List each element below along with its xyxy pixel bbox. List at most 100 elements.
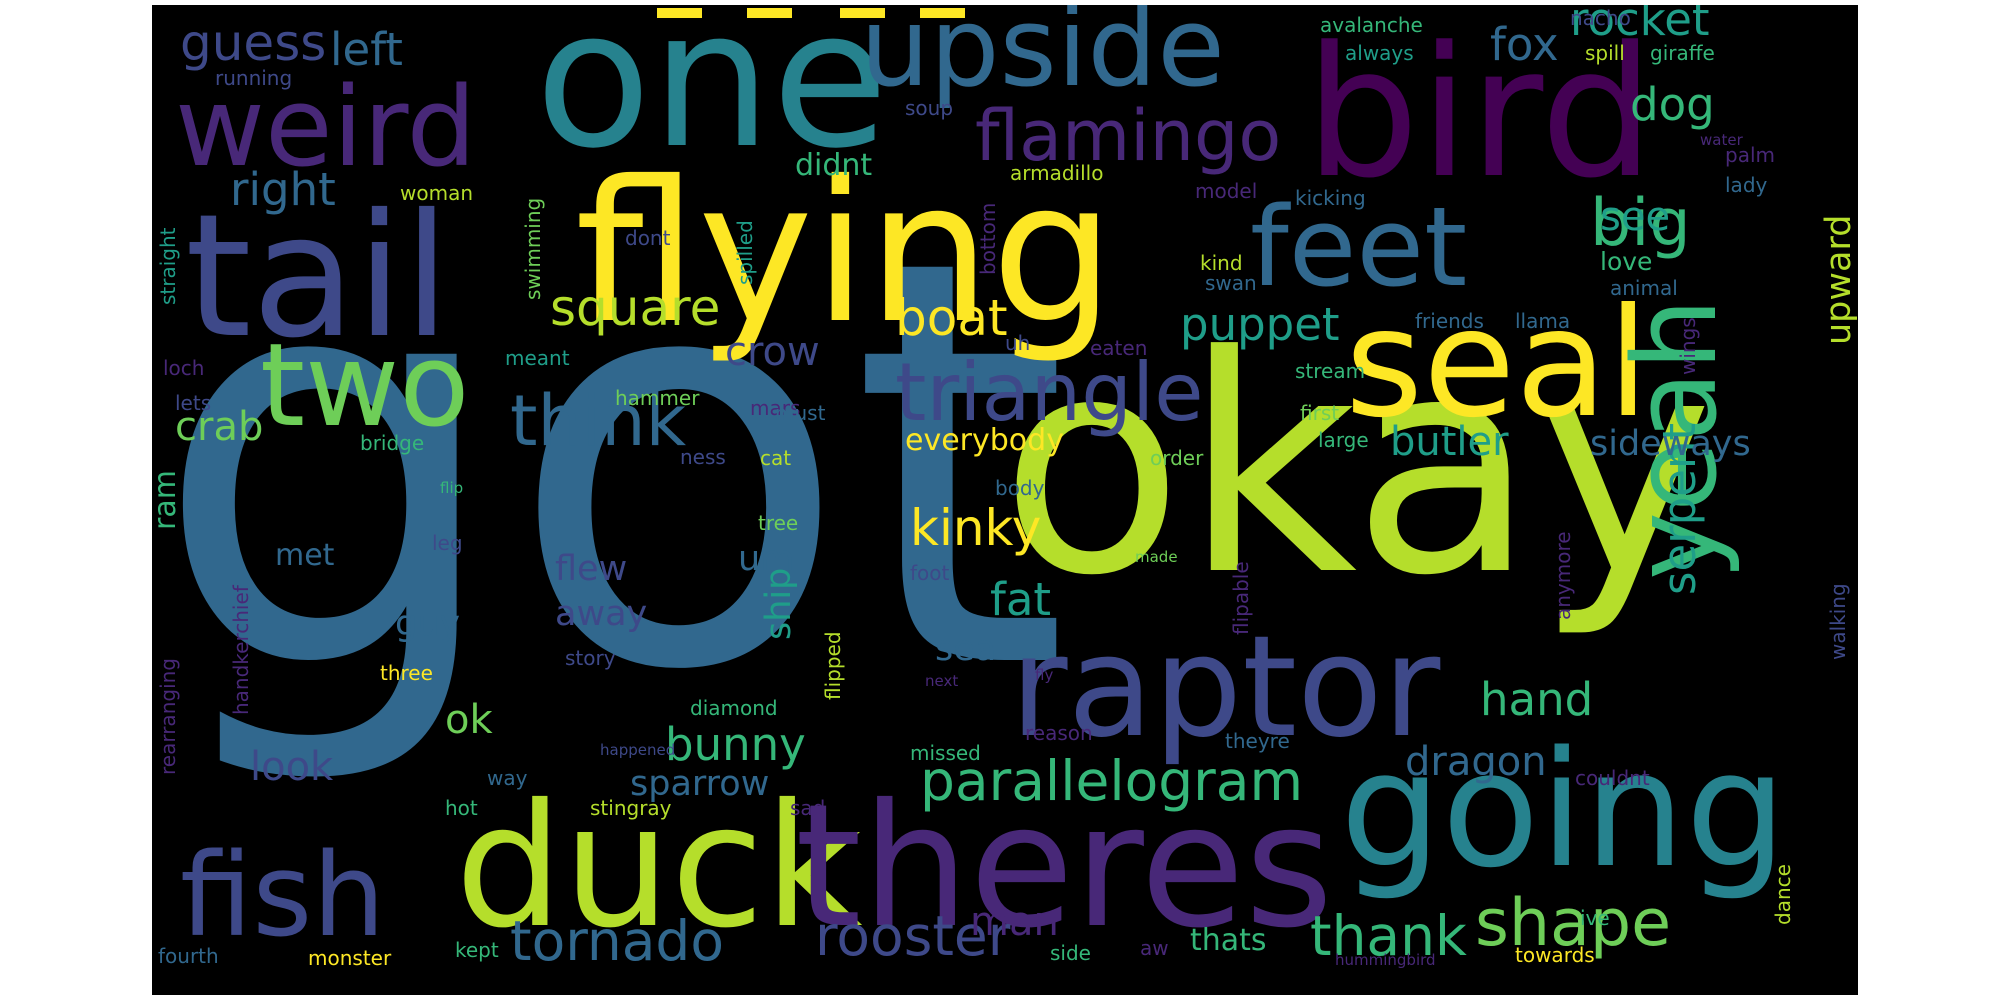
word-kinky: kinky: [910, 499, 1041, 557]
word-side: side: [1050, 941, 1091, 965]
word-rocket: rocket: [1570, 5, 1710, 46]
word-giraffe: giraffe: [1650, 41, 1715, 65]
word-first: first: [1300, 401, 1339, 425]
word-sea: sea: [935, 629, 996, 669]
word-rearranging: rearranging: [156, 658, 180, 775]
word-going: going: [1340, 716, 1787, 903]
word-flipable: flipable: [1229, 561, 1253, 635]
word-cloud: got okay one bird flying tail duck theres going s…: [152, 5, 1858, 995]
word-dragon: dragon: [1405, 739, 1547, 785]
word-yeah: yeah: [1609, 298, 1743, 580]
word-guy: guy: [395, 604, 460, 644]
word-rooster: rooster: [815, 904, 1011, 968]
word-one: one: [535, 5, 889, 190]
word-llama: llama: [1515, 309, 1570, 333]
word-swan: swan: [1205, 271, 1257, 295]
word-see: see: [1600, 194, 1670, 240]
word-anymore: anymore: [1551, 531, 1575, 620]
word-missed: missed: [910, 741, 981, 765]
word-flying: flying: [575, 139, 1115, 366]
word-thank: thank: [1310, 904, 1467, 968]
word-think: think: [510, 380, 687, 462]
word-flamingo: flamingo: [975, 95, 1281, 177]
word-meant: meant: [505, 346, 570, 370]
word-flipped: flipped: [821, 631, 845, 700]
word-hot: hot: [445, 796, 478, 820]
word-dance: dance: [1771, 864, 1795, 925]
word-next: next: [925, 672, 958, 690]
word-bunny: bunny: [665, 718, 806, 771]
word-swimming: swimming: [521, 198, 545, 300]
word-big: big: [1590, 186, 1691, 261]
word-crow: crow: [725, 329, 820, 375]
cropped-word-fragment: [840, 8, 885, 18]
word-sideways: sideways: [1590, 424, 1751, 464]
word-fly: fly: [1035, 666, 1053, 684]
cropped-word-fragment: [920, 8, 965, 18]
word-bridge: bridge: [360, 431, 424, 455]
word-theyre: theyre: [1225, 729, 1290, 753]
word-puppet: puppet: [1180, 298, 1340, 351]
word-dont: dont: [625, 226, 671, 250]
word-mars: mars: [750, 396, 800, 420]
word-diamond: diamond: [690, 696, 778, 720]
word-ness: ness: [680, 445, 726, 469]
word-man: man: [970, 899, 1059, 945]
word-left: left: [330, 23, 403, 76]
word-loch: loch: [163, 356, 204, 380]
word-sad: sad: [790, 796, 825, 820]
word-um: um: [738, 539, 794, 579]
word-lady: lady: [1725, 173, 1768, 197]
word-love: love: [1600, 247, 1652, 276]
word-butler: butler: [1390, 419, 1509, 465]
word-got: got: [152, 141, 1070, 793]
word-body: body: [995, 476, 1045, 500]
word-large: large: [1318, 428, 1369, 452]
word-crab: crab: [175, 404, 263, 450]
word-met: met: [275, 538, 335, 573]
word-armadillo: armadillo: [1010, 161, 1103, 185]
word-reason: reason: [1025, 721, 1093, 745]
word-order: order: [1150, 446, 1204, 470]
word-ship: ship: [759, 568, 799, 640]
word-way: way: [487, 766, 528, 790]
word-three: three: [380, 661, 433, 685]
word-kicking: kicking: [1295, 186, 1366, 210]
word-monster: monster: [308, 946, 392, 970]
word-fat: fat: [990, 573, 1051, 626]
word-kind: kind: [1200, 251, 1243, 275]
word-sparrow: sparrow: [630, 764, 769, 804]
word-ive: ive: [1580, 906, 1610, 930]
word-leg: leg: [432, 531, 463, 555]
word-straight: straight: [156, 227, 180, 305]
cropped-word-fragment: [657, 8, 702, 18]
word-raptor: raptor: [1010, 606, 1441, 769]
word-made: made: [1135, 548, 1178, 566]
cropped-word-fragment: [747, 8, 792, 18]
word-bottom: bottom: [976, 203, 1000, 275]
word-parallelogram: parallelogram: [920, 749, 1303, 813]
word-spill: spill: [1585, 41, 1625, 65]
word-nacho: nacho: [1570, 6, 1631, 30]
word-stingray: stingray: [590, 796, 672, 820]
word-right: right: [230, 163, 336, 216]
word-story: story: [565, 646, 616, 670]
word-tornado: tornado: [510, 909, 724, 973]
word-animal: animal: [1610, 276, 1678, 300]
word-hummingbird: hummingbird: [1335, 951, 1436, 969]
word-stream: stream: [1295, 359, 1365, 383]
word-kept: kept: [455, 938, 499, 962]
word-spilled: spilled: [733, 220, 757, 285]
word-happened: happened: [600, 741, 675, 759]
word-ok: ok: [445, 697, 493, 743]
word-hand: hand: [1480, 673, 1593, 726]
word-flew: flew: [555, 549, 627, 589]
word-seal: seal: [1345, 277, 1649, 451]
word-okay: okay: [1000, 292, 1713, 641]
word-always: always: [1345, 41, 1414, 65]
word-upside: upside: [860, 5, 1225, 111]
word-upward: upward: [1819, 215, 1858, 345]
word-dog: dog: [1630, 78, 1715, 131]
word-woman: woman: [400, 181, 473, 205]
